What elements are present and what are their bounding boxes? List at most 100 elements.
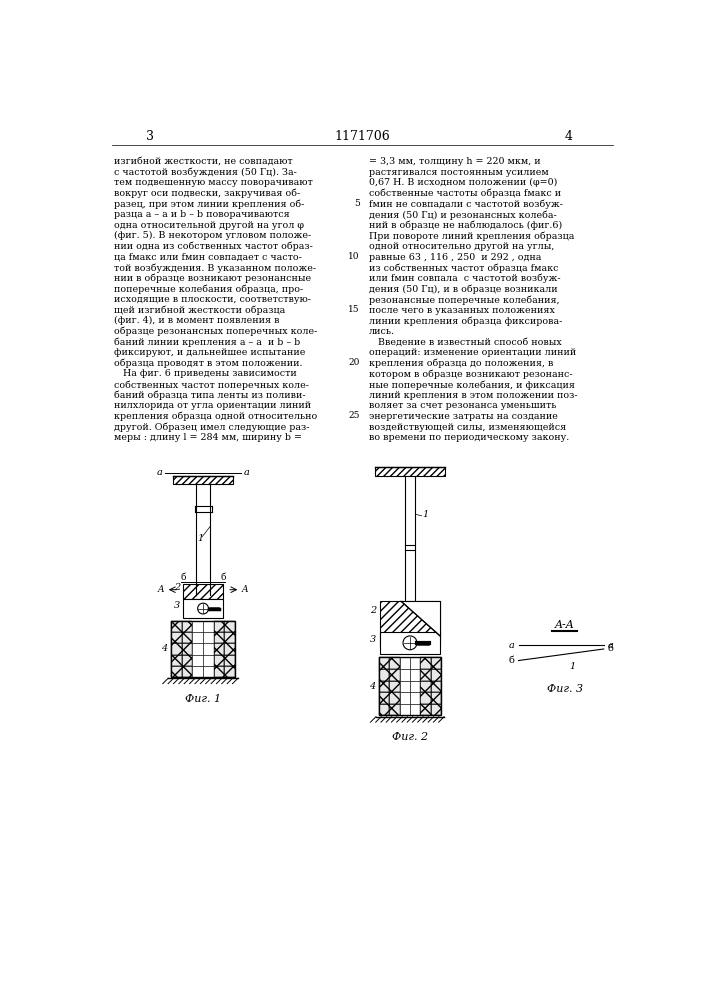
- Text: 20: 20: [349, 358, 360, 367]
- Bar: [224, 666, 235, 677]
- Text: лись.: лись.: [369, 327, 395, 336]
- Text: 25: 25: [348, 411, 360, 420]
- Text: равные 63 , 116 , 250  и 292 , одна: равные 63 , 116 , 250 и 292 , одна: [369, 253, 542, 262]
- Bar: [192, 643, 203, 655]
- Bar: [421, 681, 431, 692]
- Bar: [399, 704, 410, 715]
- Bar: [390, 681, 399, 692]
- Bar: [203, 666, 214, 677]
- Text: изгибной жесткости, не совпадают: изгибной жесткости, не совпадают: [114, 157, 293, 166]
- Bar: [431, 669, 441, 681]
- Text: (фиг. 4), и в момент появления в: (фиг. 4), и в момент появления в: [114, 316, 279, 325]
- Text: исходящие в плоскости, соответствую-: исходящие в плоскости, соответствую-: [114, 295, 311, 304]
- Bar: [192, 621, 203, 632]
- Text: котором в образце возникают резонанс-: котором в образце возникают резонанс-: [369, 369, 573, 379]
- Bar: [421, 704, 431, 715]
- Bar: [431, 657, 441, 669]
- Text: вокруг оси подвески, закручивая об-: вокруг оси подвески, закручивая об-: [114, 189, 300, 198]
- Bar: [171, 643, 182, 655]
- Text: крепления образца до положения, в: крепления образца до положения, в: [369, 359, 554, 368]
- Text: крепления образца одной относительно: крепления образца одной относительно: [114, 412, 317, 421]
- Text: 10: 10: [348, 252, 360, 261]
- Bar: [182, 643, 192, 655]
- Bar: [171, 632, 182, 643]
- Text: после чего в указанных положениях: после чего в указанных положениях: [369, 306, 555, 315]
- Text: другой. Образец имел следующие раз-: другой. Образец имел следующие раз-: [114, 423, 310, 432]
- Bar: [421, 681, 431, 692]
- Bar: [183, 584, 223, 599]
- Bar: [379, 681, 390, 692]
- Bar: [182, 621, 192, 632]
- Bar: [379, 657, 390, 669]
- Text: 2: 2: [175, 583, 180, 592]
- Bar: [182, 632, 192, 643]
- Text: б: б: [180, 573, 186, 582]
- Text: одной относительно другой на углы,: одной относительно другой на углы,: [369, 242, 554, 251]
- Text: a: a: [607, 641, 614, 650]
- Bar: [379, 692, 390, 704]
- Text: баний образца типа ленты из поливи-: баний образца типа ленты из поливи-: [114, 391, 305, 400]
- Bar: [421, 692, 431, 704]
- Bar: [390, 692, 399, 704]
- Text: нии одна из собственных частот образ-: нии одна из собственных частот образ-: [114, 242, 312, 251]
- Bar: [182, 621, 192, 632]
- Text: При повороте линий крепления образца: При повороте линий крепления образца: [369, 231, 574, 241]
- Text: линий крепления в этом положении поз-: линий крепления в этом положении поз-: [369, 391, 578, 400]
- Bar: [380, 632, 440, 654]
- Text: с частотой возбуждения (50 Гц). За-: с частотой возбуждения (50 Гц). За-: [114, 168, 297, 177]
- Bar: [431, 681, 441, 692]
- Bar: [380, 601, 440, 646]
- Text: из собственных частот образца fмакс: из собственных частот образца fмакс: [369, 263, 559, 273]
- Bar: [224, 666, 235, 677]
- Text: fмин не совпадали с частотой возбуж-: fмин не совпадали с частотой возбуж-: [369, 199, 563, 209]
- Text: меры : длину l = 284 мм, ширину b =: меры : длину l = 284 мм, ширину b =: [114, 433, 302, 442]
- Text: 1: 1: [422, 510, 428, 519]
- Text: разца a – a и b – b поворачиваются: разца a – a и b – b поворачиваются: [114, 210, 290, 219]
- Text: линии крепления образца фиксирова-: линии крепления образца фиксирова-: [369, 316, 562, 326]
- Text: разец, при этом линии крепления об-: разец, при этом линии крепления об-: [114, 199, 304, 209]
- Text: тем подвешенную массу поворачивают: тем подвешенную массу поворачивают: [114, 178, 312, 187]
- Bar: [390, 704, 399, 715]
- Bar: [182, 643, 192, 655]
- Bar: [224, 643, 235, 655]
- Bar: [171, 643, 182, 655]
- Bar: [410, 669, 421, 681]
- Text: Введение в известный способ новых: Введение в известный способ новых: [369, 338, 561, 347]
- Bar: [379, 657, 390, 669]
- Bar: [431, 669, 441, 681]
- Bar: [399, 669, 410, 681]
- Bar: [214, 621, 224, 632]
- Text: 2: 2: [370, 606, 376, 615]
- Text: во времени по периодическому закону.: во времени по периодическому закону.: [369, 433, 569, 442]
- Bar: [379, 692, 390, 704]
- Text: воляет за счет резонанса уменьшить: воляет за счет резонанса уменьшить: [369, 401, 556, 410]
- Bar: [192, 632, 203, 643]
- Text: 3: 3: [370, 635, 376, 644]
- Bar: [431, 657, 441, 669]
- Text: = 3,3 мм, толщину h = 220 мкм, и: = 3,3 мм, толщину h = 220 мкм, и: [369, 157, 541, 166]
- Text: воздействующей силы, изменяющейся: воздействующей силы, изменяющейся: [369, 423, 566, 432]
- Bar: [214, 655, 224, 666]
- Text: 1: 1: [569, 662, 575, 671]
- Bar: [182, 666, 192, 677]
- Bar: [410, 657, 421, 669]
- Bar: [410, 692, 421, 704]
- Text: той возбуждения. В указанном положе-: той возбуждения. В указанном положе-: [114, 263, 316, 273]
- Bar: [171, 666, 182, 677]
- Bar: [171, 621, 182, 632]
- Bar: [224, 621, 235, 632]
- Bar: [399, 657, 410, 669]
- Bar: [410, 704, 421, 715]
- Bar: [431, 692, 441, 704]
- Text: баний линии крепления a – a  и b – b: баний линии крепления a – a и b – b: [114, 338, 300, 347]
- Bar: [421, 704, 431, 715]
- Text: 3: 3: [146, 130, 154, 143]
- Text: 4: 4: [369, 682, 375, 691]
- Text: образца проводят в этом положении.: образца проводят в этом положении.: [114, 359, 303, 368]
- Text: ца fмакс или fмин совпадает с часто-: ца fмакс или fмин совпадает с часто-: [114, 253, 302, 262]
- Bar: [431, 704, 441, 715]
- Bar: [379, 704, 390, 715]
- Text: б: б: [509, 656, 515, 665]
- Bar: [379, 669, 390, 681]
- Text: 1171706: 1171706: [334, 130, 390, 143]
